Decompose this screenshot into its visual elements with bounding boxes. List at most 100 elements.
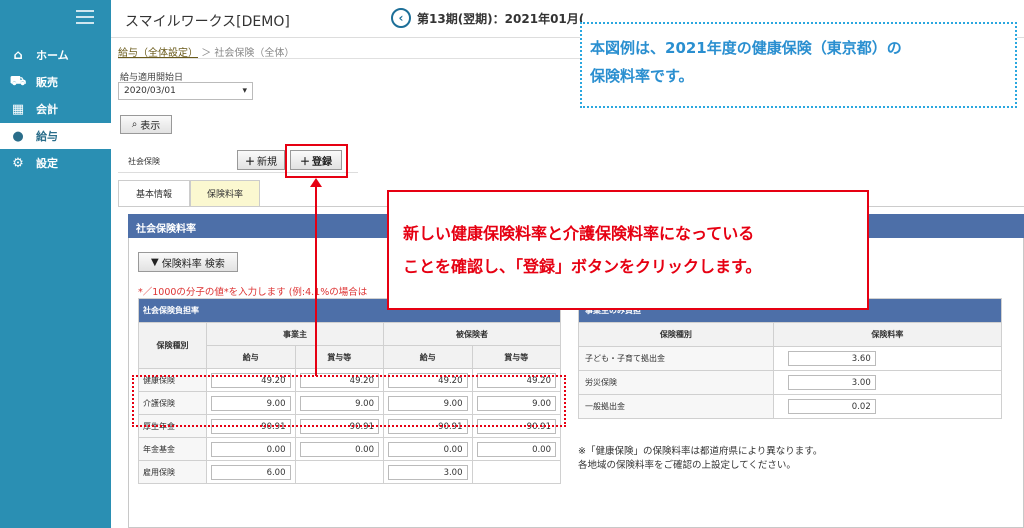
- sidebar-item-label: 給与: [36, 130, 58, 143]
- annotation-arrow-head: [310, 178, 322, 187]
- row-label: 介護保険: [138, 391, 207, 415]
- top-header: スマイルワークス[DEMO] ‹ 第13期(翌期)：2021年01月(: [111, 0, 1024, 38]
- tab-insurance-rates[interactable]: 保険料率: [190, 180, 260, 206]
- show-button[interactable]: ⌕ 表示: [120, 115, 172, 134]
- table-row: 年金基金 0.00 0.00 0.00 0.00: [138, 437, 561, 461]
- rate-input[interactable]: 0.02: [787, 399, 876, 414]
- breadcrumb-current: 社会保険（全体）: [214, 48, 295, 59]
- calculator-icon: ▦: [11, 101, 25, 117]
- rate-input[interactable]: 0.00: [211, 441, 291, 457]
- instruction-callout: 新しい健康保険料率と介護保険料率になっている ことを確認し、「登録」ボタンをクリ…: [387, 190, 869, 310]
- column-header: 保険料率: [772, 322, 1003, 347]
- rate-input[interactable]: 9.00: [476, 395, 556, 411]
- sidebar-item-payroll[interactable]: ● 給与: [0, 123, 111, 149]
- table-row: 子ども・子育て拠出金 3.60: [578, 346, 1003, 371]
- dropdown-arrow-icon: ▾: [242, 86, 247, 96]
- breadcrumb: 給与（全体設定） ＞ 社会保険（全体）: [118, 44, 294, 59]
- rate-search-button-label: 保険料率 検索: [161, 258, 225, 270]
- new-button-label: 新規: [257, 156, 277, 168]
- rate-input[interactable]: 9.00: [388, 395, 468, 411]
- rate-input[interactable]: 0.00: [299, 441, 379, 457]
- cart-icon: ⛟: [9, 73, 27, 89]
- register-button-label: 登録: [312, 156, 332, 168]
- sidebar-item-sales[interactable]: ⛟ 販売: [0, 69, 111, 95]
- callout-line: 新しい健康保険料率と介護保険料率になっている: [403, 224, 755, 243]
- sidebar-item-home[interactable]: ⌂ ホーム: [0, 42, 111, 68]
- previous-period-icon[interactable]: ‹: [391, 8, 411, 28]
- rate-input[interactable]: 0.00: [388, 441, 468, 457]
- plus-icon: ＋: [245, 156, 255, 168]
- highlight-register-frame: [285, 144, 348, 178]
- start-date-select[interactable]: 2020/03/01 ▾: [118, 82, 253, 100]
- sidebar-item-label: 設定: [36, 157, 58, 170]
- start-date-label: 給与適用開始日: [120, 73, 184, 83]
- sidebar-item-label: 会計: [36, 103, 58, 116]
- input-note: *／1000の分子の値*を入力します (例:4.1%の場合は: [138, 287, 368, 298]
- column-header: 賞与等: [471, 345, 561, 369]
- highlight-rows-frame: [132, 375, 566, 427]
- rate-input[interactable]: 6.00: [211, 464, 291, 480]
- rate-input[interactable]: 0.00: [476, 441, 556, 457]
- footnote: ※「健康保険」の保険料率は都道府県により異なります。 各地域の保険料率をご確認の…: [578, 445, 822, 473]
- burden-rate-table: 社会保険負担率 保険種別 事業主 被保険者 給与 賞与等 給与 賞与等 健康保険…: [138, 298, 561, 484]
- row-label: 一般拠出金: [578, 394, 774, 419]
- table-row: 一般拠出金 0.02: [578, 394, 1003, 419]
- table-row: 労災保険 3.00: [578, 370, 1003, 395]
- column-header: 給与: [383, 345, 473, 369]
- row-label: 子ども・子育て拠出金: [578, 346, 774, 371]
- divider: [118, 58, 598, 59]
- money-bag-icon: ●: [12, 128, 24, 144]
- empty-cell: [294, 460, 384, 484]
- column-header: 給与: [206, 345, 296, 369]
- hamburger-menu-icon[interactable]: [76, 10, 94, 24]
- breadcrumb-link-payroll-settings[interactable]: 給与（全体設定）: [118, 48, 198, 59]
- period-selector: ‹ 第13期(翌期)：2021年01月(: [391, 8, 584, 28]
- column-header: 保険種別: [138, 322, 207, 369]
- column-header: 賞与等: [294, 345, 384, 369]
- column-header: 保険種別: [578, 322, 774, 347]
- employer-only-table: 事業主のみ負担 保険種別 保険料率 子ども・子育て拠出金 3.60 労災保険 3…: [578, 298, 1003, 419]
- show-button-label: 表示: [140, 121, 161, 132]
- start-date-value: 2020/03/01: [124, 86, 176, 96]
- rate-search-button[interactable]: ▼ 保険料率 検索: [138, 252, 238, 272]
- row-label: 健康保険: [138, 368, 207, 392]
- rate-input[interactable]: 3.00: [787, 375, 876, 390]
- row-label: 労災保険: [578, 370, 774, 395]
- callout-line: ことを確認し、「登録」ボタンをクリックします。: [403, 257, 762, 276]
- row-label: 年金基金: [138, 437, 207, 461]
- rate-input[interactable]: 3.60: [787, 351, 876, 366]
- sidebar: ⌂ ホーム ⛟ 販売 ▦ 会計 ● 給与 ⚙ 設定: [0, 0, 111, 528]
- rate-input[interactable]: 3.00: [388, 464, 468, 480]
- empty-cell: [471, 460, 561, 484]
- sidebar-item-settings[interactable]: ⚙ 設定: [0, 150, 111, 176]
- callout-line: 保険料率です。: [590, 67, 694, 85]
- info-callout: 本図例は、2021年度の健康保険（東京都）の 保険料率です。: [580, 22, 1017, 108]
- rate-input[interactable]: 9.00: [211, 395, 291, 411]
- breadcrumb-separator: ＞: [201, 48, 212, 59]
- section-label: 社会保険: [128, 157, 160, 166]
- row-label: 雇用保険: [138, 460, 207, 484]
- footnote-line: 各地域の保険料率をご確認の上設定してください。: [578, 460, 796, 471]
- tab-basic-info[interactable]: 基本情報: [118, 180, 190, 206]
- annotation-arrow-line: [315, 184, 317, 376]
- app-title: スマイルワークス[DEMO]: [125, 14, 290, 30]
- gear-icon: ⚙: [12, 155, 24, 171]
- home-icon: ⌂: [13, 47, 23, 63]
- table-title: 社会保険負担率: [138, 298, 561, 323]
- divider: [118, 172, 358, 173]
- sidebar-item-label: 販売: [36, 76, 58, 89]
- new-button[interactable]: ＋ 新規: [237, 150, 285, 170]
- filter-icon: ▼: [151, 256, 159, 268]
- table-row: 雇用保険 6.00 3.00: [138, 460, 561, 484]
- sidebar-item-accounting[interactable]: ▦ 会計: [0, 96, 111, 122]
- search-icon: ⌕: [131, 119, 138, 130]
- sidebar-item-label: ホーム: [36, 49, 69, 62]
- register-button[interactable]: ＋ 登録: [290, 150, 342, 170]
- callout-line: 本図例は、2021年度の健康保険（東京都）の: [590, 39, 902, 57]
- column-group-header: 事業主: [206, 322, 384, 346]
- plus-icon: ＋: [300, 156, 310, 168]
- period-label: 第13期(翌期)：2021年01月(: [417, 11, 585, 26]
- column-group-header: 被保険者: [383, 322, 561, 346]
- footnote-line: ※「健康保険」の保険料率は都道府県により異なります。: [578, 446, 823, 457]
- rate-input[interactable]: 9.00: [299, 395, 379, 411]
